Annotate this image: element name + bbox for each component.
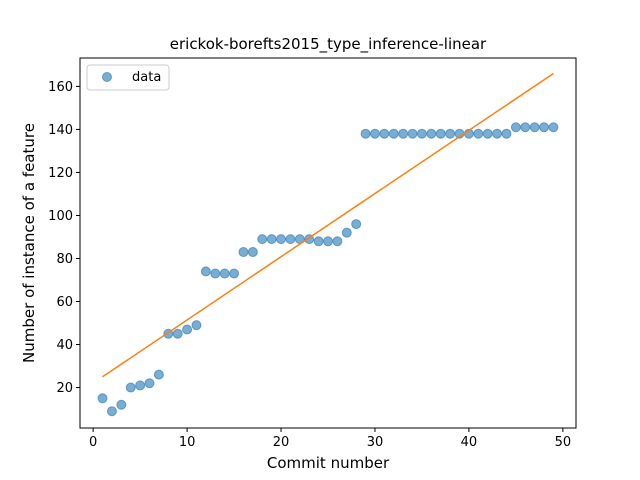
chart-title: erickok-borefts2015_type_inference-linea…	[170, 35, 487, 54]
data-point	[285, 234, 296, 245]
data-point	[492, 128, 503, 139]
data-point	[313, 236, 324, 247]
data-point	[501, 128, 512, 139]
data-point	[398, 128, 409, 139]
data-point	[445, 128, 456, 139]
data-point	[200, 266, 211, 277]
legend-marker-data	[102, 72, 112, 82]
data-point	[97, 393, 108, 404]
x-tick-label: 10	[179, 435, 196, 450]
data-point	[125, 382, 136, 393]
legend: data	[86, 64, 170, 91]
data-point	[153, 369, 164, 380]
y-axis: 20 40 60 80 100 120 140 160	[48, 80, 80, 396]
data-point	[182, 324, 193, 335]
x-tick-label: 20	[273, 435, 290, 450]
data-point	[210, 268, 221, 279]
data-point	[435, 128, 446, 139]
legend-box	[86, 64, 170, 91]
data-point	[416, 128, 427, 139]
y-tick-label: 140	[48, 123, 73, 138]
y-tick-label: 80	[56, 252, 73, 267]
y-tick-label: 40	[56, 338, 73, 353]
legend-label-data: data	[132, 70, 161, 85]
data-point	[172, 328, 183, 339]
y-tick-label: 20	[56, 381, 73, 396]
data-point	[369, 128, 380, 139]
x-axis-label: Commit number	[267, 454, 390, 472]
data-point	[191, 320, 202, 331]
data-point	[482, 128, 493, 139]
data-point	[257, 234, 268, 245]
data-point	[135, 380, 146, 391]
data-point	[116, 399, 127, 410]
x-tick-label: 50	[555, 435, 572, 450]
y-tick-label: 120	[48, 166, 73, 181]
plot-frame	[79, 57, 577, 429]
data-point	[341, 227, 352, 238]
data-point	[473, 128, 484, 139]
data-point	[323, 236, 333, 247]
data-point	[144, 378, 155, 389]
data-point	[510, 122, 521, 133]
data-point	[276, 234, 287, 245]
x-tick-label: 0	[89, 435, 97, 450]
y-tick-label: 100	[48, 209, 73, 224]
plot-area	[97, 72, 559, 417]
data-point	[539, 122, 550, 133]
data-point	[426, 128, 437, 139]
y-tick-label: 160	[48, 80, 73, 95]
data-point	[332, 236, 343, 247]
x-axis: 0 10 20 30 40 50	[89, 428, 571, 450]
data-point	[229, 268, 240, 279]
data-point	[106, 406, 117, 417]
data-point	[219, 268, 230, 279]
data-point	[351, 219, 362, 230]
y-axis-label: Number of instance of a feature	[20, 123, 38, 363]
data-point	[407, 128, 418, 139]
data-point	[548, 122, 559, 133]
data-point	[388, 128, 399, 139]
data-point	[379, 128, 390, 139]
data-point	[360, 128, 371, 139]
data-point	[520, 122, 531, 133]
x-tick-label: 30	[367, 435, 384, 450]
data-point	[238, 247, 249, 258]
x-tick-label: 40	[461, 435, 478, 450]
y-tick-label: 60	[56, 295, 73, 310]
data-point	[266, 234, 277, 245]
fit-line	[102, 72, 554, 378]
data-point	[247, 247, 258, 258]
data-point	[529, 122, 540, 133]
